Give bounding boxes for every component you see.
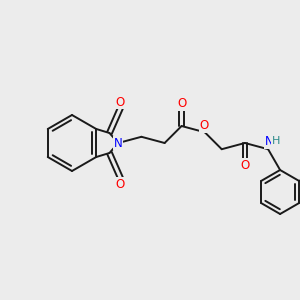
Text: O: O bbox=[199, 119, 208, 132]
Text: O: O bbox=[116, 178, 125, 190]
Text: N: N bbox=[265, 135, 274, 148]
Text: N: N bbox=[114, 136, 123, 149]
Text: O: O bbox=[116, 95, 125, 109]
Text: O: O bbox=[177, 97, 186, 110]
Text: O: O bbox=[240, 159, 250, 172]
Text: H: H bbox=[272, 136, 280, 146]
